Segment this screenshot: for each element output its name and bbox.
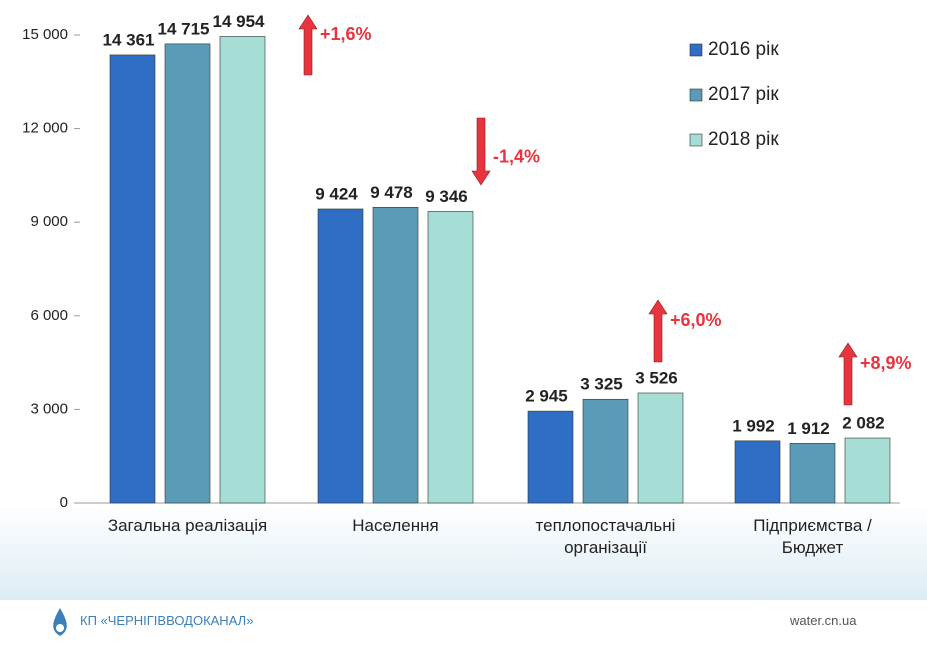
annotation-text: +1,6% [320, 24, 372, 44]
x-tick-label: теплопостачальні організації [535, 516, 676, 557]
legend-label: 2018 рік [708, 129, 779, 150]
bar [427, 211, 474, 504]
value-label: 9 346 [425, 187, 468, 206]
legend-label: 2017 рік [708, 84, 779, 105]
footer-website: water.cn.ua [790, 613, 857, 628]
annotation-arrow [471, 117, 491, 186]
x-tick-label: Підприємства / Бюджет [753, 516, 872, 557]
bar [844, 437, 891, 504]
footer-organization: КП «ЧЕРНІГІВВОДОКАНАЛ» [80, 613, 254, 628]
annotation-text: +6,0% [670, 310, 722, 330]
y-tick-label: 3 000 [30, 400, 68, 417]
value-label: 9 424 [315, 184, 358, 203]
bar [789, 443, 836, 504]
bar [164, 43, 211, 504]
value-label: 2 082 [842, 414, 885, 433]
value-label: 1 992 [732, 416, 775, 435]
value-label: 3 325 [580, 375, 623, 394]
x-tick-label: Загальна реалізація [107, 516, 268, 535]
bar [219, 36, 266, 504]
bar [317, 208, 364, 504]
value-label: 14 715 [158, 19, 210, 38]
y-tick-label: 9 000 [30, 213, 68, 230]
footer-logo [53, 608, 67, 636]
value-label: 14 361 [103, 30, 155, 49]
annotation-arrow [648, 299, 668, 363]
bar [734, 440, 781, 504]
annotation-text: -1,4% [493, 146, 540, 166]
value-label: 9 478 [370, 183, 413, 202]
legend-swatch [689, 133, 703, 147]
y-tick-label: 6 000 [30, 307, 68, 324]
annotation-arrow [838, 342, 858, 406]
x-tick-label: Населення [352, 516, 439, 535]
value-label: 2 945 [525, 387, 568, 406]
value-label: 3 526 [635, 368, 678, 387]
annotation-arrow [298, 14, 318, 76]
bar [372, 206, 419, 504]
y-tick-label: 0 [60, 494, 68, 511]
y-tick-label: 12 000 [22, 120, 68, 137]
y-tick-label: 15 000 [22, 26, 68, 43]
value-label: 14 954 [213, 12, 266, 31]
value-label: 1 912 [787, 419, 830, 438]
bar [109, 54, 156, 504]
bar [582, 398, 629, 504]
legend-label: 2016 рік [708, 39, 779, 60]
annotation-text: +8,9% [860, 353, 912, 373]
legend-swatch [689, 88, 703, 102]
legend-swatch [689, 43, 703, 57]
bar [637, 392, 684, 504]
bar [527, 410, 574, 504]
background-band [0, 505, 927, 600]
